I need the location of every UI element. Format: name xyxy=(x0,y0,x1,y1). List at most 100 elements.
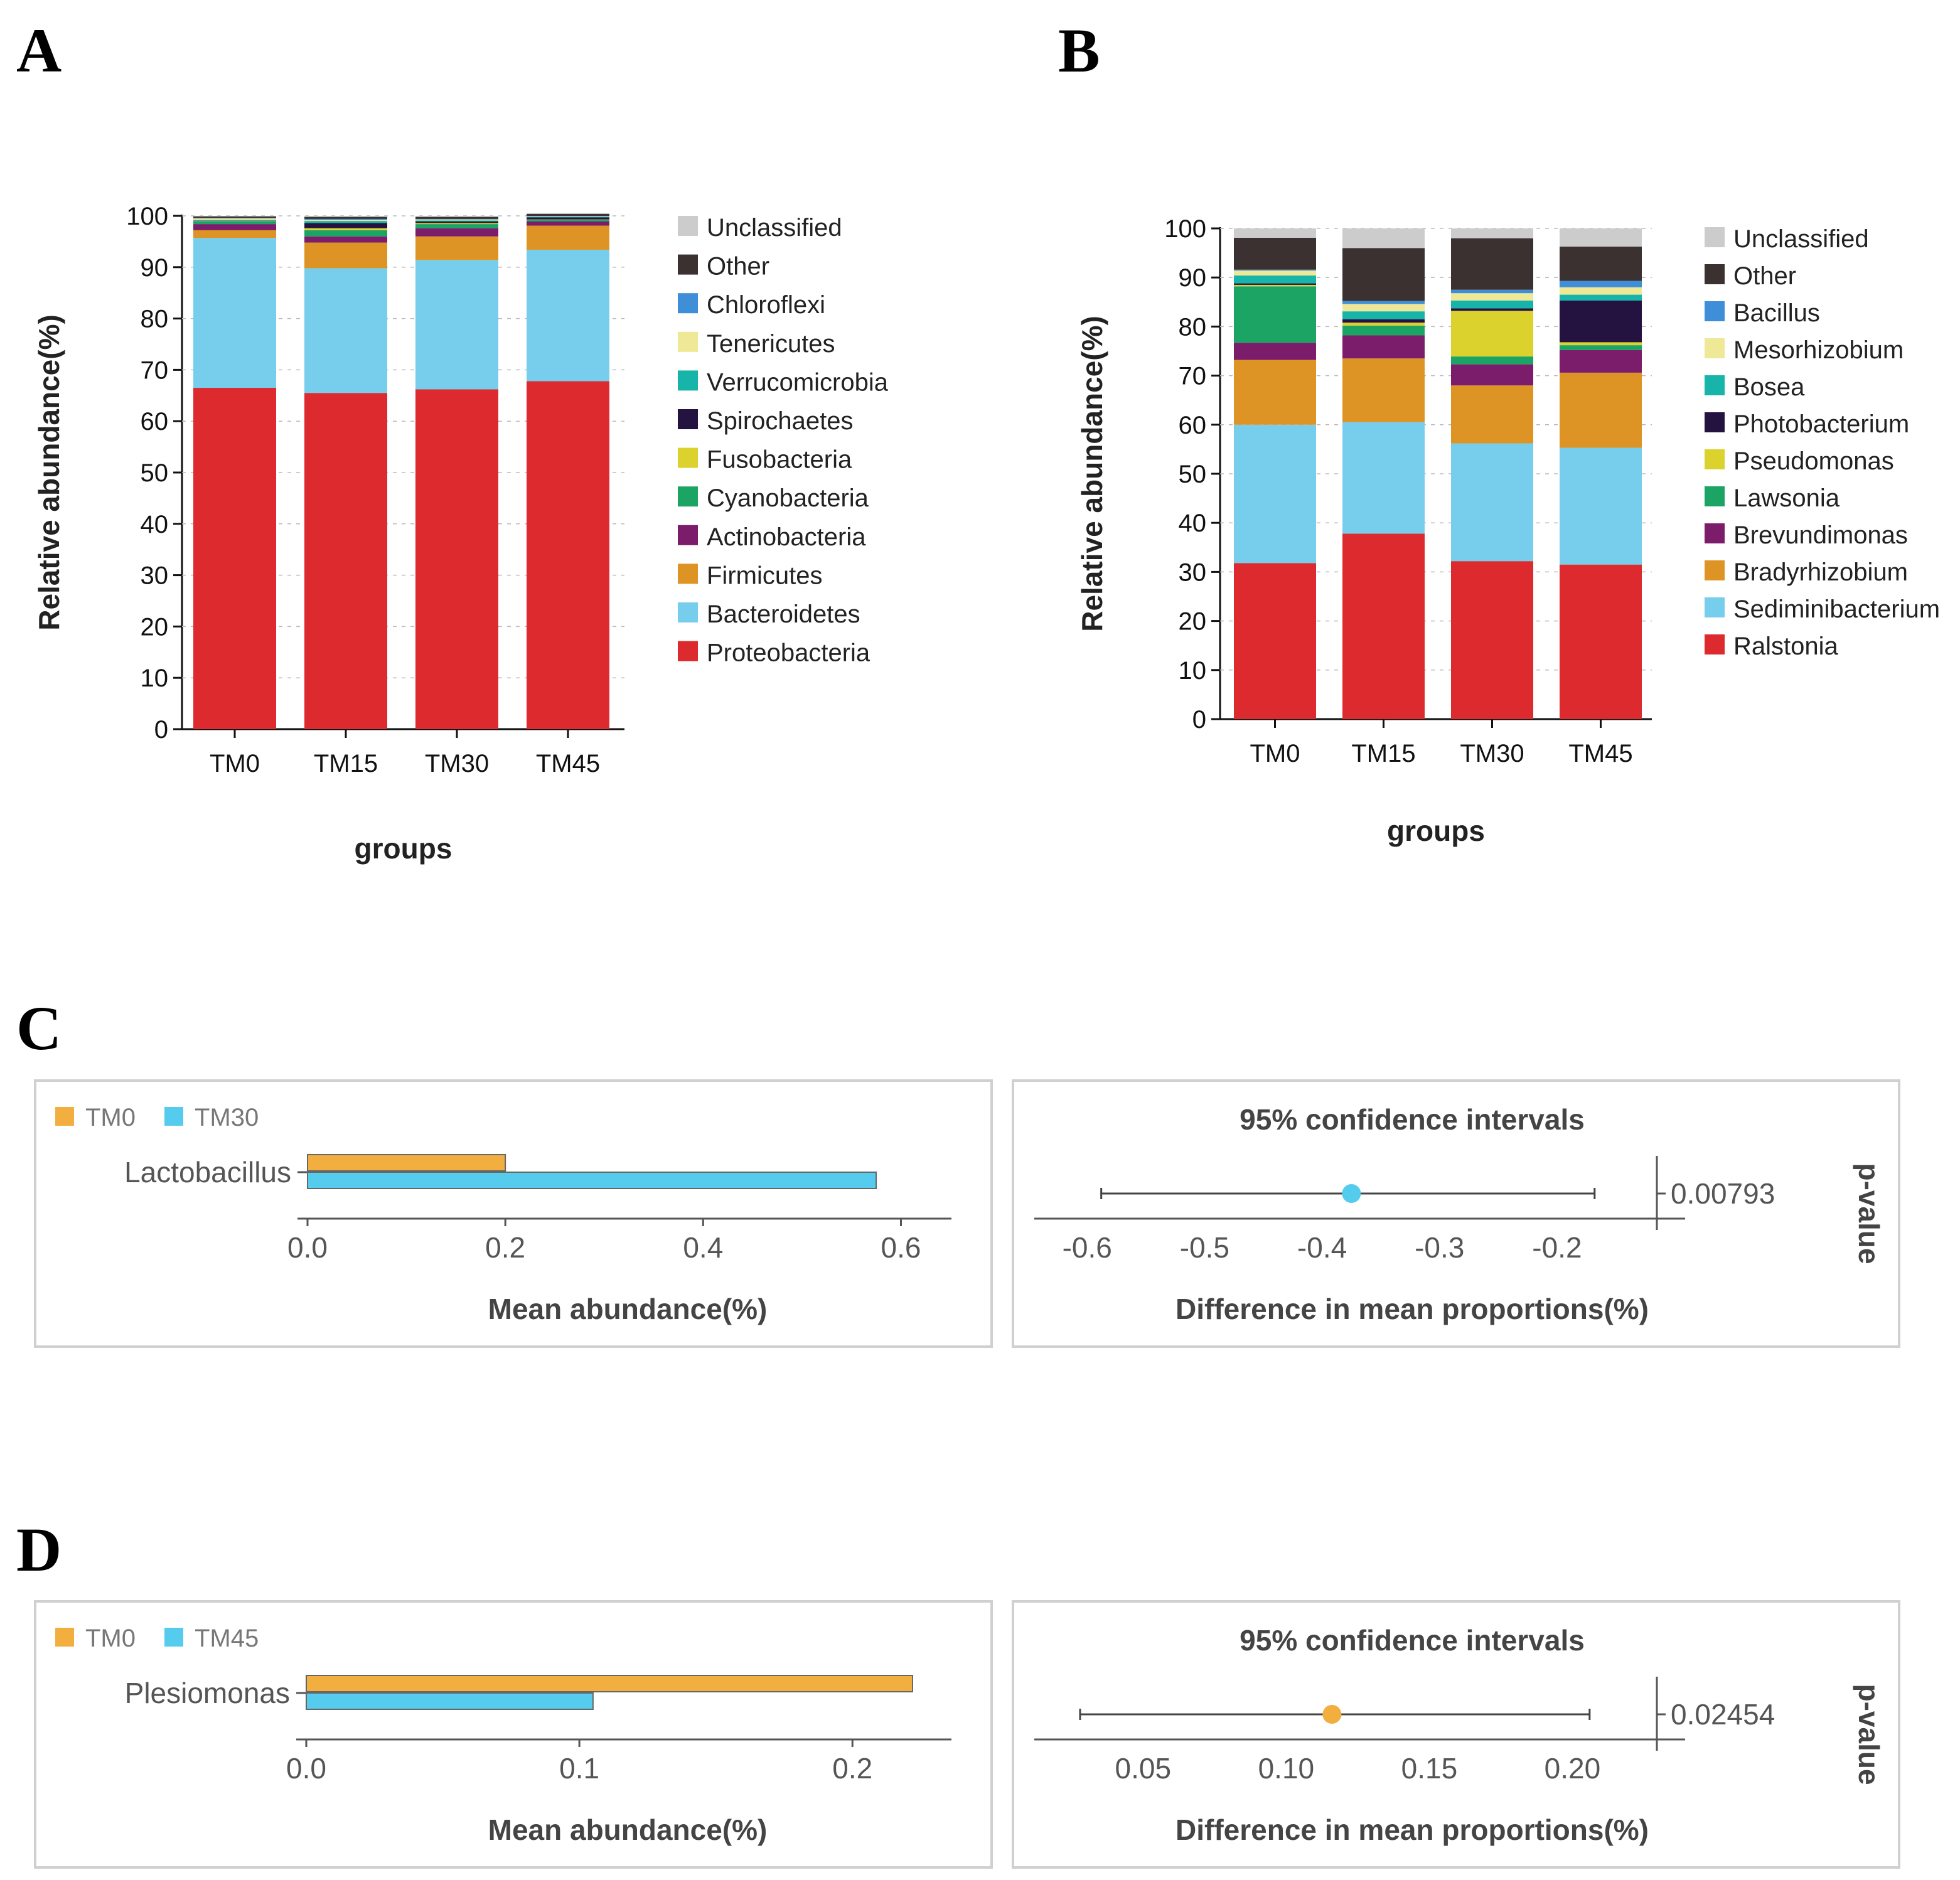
bar-segment-verrucomicrobia xyxy=(193,220,276,222)
y-tick-label: 90 xyxy=(1179,264,1207,292)
ci-x-tick-label: -0.5 xyxy=(1180,1231,1229,1264)
y-tick-label: 40 xyxy=(141,511,169,538)
bar-segment-spirochaetes xyxy=(415,221,498,223)
bar-segment-bradyrhizobium xyxy=(1451,385,1533,444)
x-tick-label: 0.2 xyxy=(485,1231,525,1264)
bar-segment-mesorhizobium xyxy=(1234,270,1316,276)
legend-swatch-bosea xyxy=(1705,375,1725,395)
legend-swatch-bradyrhizobium xyxy=(1705,560,1725,580)
right-panel-frame xyxy=(1012,1079,1900,1348)
bar-segment-proteobacteria xyxy=(193,388,276,729)
bar-segment-brevundimonas xyxy=(1451,364,1533,386)
y-tick-label: 20 xyxy=(141,613,169,641)
legend-label-firmicutes: Firmicutes xyxy=(707,562,822,589)
panel-letter-a: A xyxy=(16,16,62,85)
bar-segment-sediminibacterium xyxy=(1342,422,1425,534)
y-tick-label: 0 xyxy=(154,716,168,744)
bar-segment-chloroflexi xyxy=(304,218,387,220)
legend-swatch-sediminibacterium xyxy=(1705,597,1725,617)
bar-segment-unclassified xyxy=(1234,228,1316,238)
bar-segment-cyanobacteria xyxy=(415,224,498,228)
legend-swatch-mesorhizobium xyxy=(1705,338,1725,358)
ci-x-tick-label: 0.15 xyxy=(1401,1752,1458,1785)
ci-title: 95% confidence intervals xyxy=(1240,1103,1585,1136)
y-axis-title: Relative abundance(%) xyxy=(1076,316,1108,632)
abundance-comparison-c: TM0 TM30 Lactobacillus 0.0 0.2 0.4 0.6 Mean abu… xyxy=(34,1079,1900,1348)
y-tick-label: 20 xyxy=(1179,608,1207,636)
bar-segment-bradyrhizobium xyxy=(1234,360,1316,425)
legend-label-photobacterium: Photobacterium xyxy=(1733,410,1909,438)
x-tick-label: 0.1 xyxy=(559,1752,599,1785)
ci-x-tick-label: 0.05 xyxy=(1115,1752,1172,1785)
legend-swatch-tenericutes xyxy=(678,331,698,352)
bar-segment-firmicutes xyxy=(527,225,609,250)
bar-segment-ralstonia xyxy=(1560,564,1642,719)
bar-segment-unclassified xyxy=(1342,228,1425,248)
y-tick-label: 70 xyxy=(1179,363,1207,390)
bar-segment-other xyxy=(1560,246,1642,281)
legend-swatch-bacillus xyxy=(1705,301,1725,321)
y-tick-label: 30 xyxy=(1179,558,1207,586)
bar-segment-bacillus xyxy=(1451,289,1533,294)
abundance-comparison-d: TM0 TM45 Plesiomonas 0.0 0.1 0.2 Mean abundanc… xyxy=(34,1600,1900,1869)
x-tick-label: 0.0 xyxy=(286,1752,326,1785)
x-tick-label: TM15 xyxy=(314,750,378,777)
y-axis-title: Relative abundance(%) xyxy=(33,314,65,631)
legend-label-actinobacteria: Actinobacteria xyxy=(707,523,866,551)
feature-label: Lactobacillus xyxy=(124,1156,291,1188)
bar-segment-lawsonia xyxy=(1342,325,1425,336)
y-tick-label: 70 xyxy=(141,356,169,384)
y-tick-label: 10 xyxy=(1179,657,1207,685)
legend-label-tm0: TM0 xyxy=(85,1104,136,1131)
panel-letter-d: D xyxy=(16,1515,62,1584)
y-tick-label: 30 xyxy=(141,562,169,590)
bar-segment-actinobacteria xyxy=(304,236,387,243)
bar-segment-bacteroidetes xyxy=(527,249,609,382)
bar-segment-other xyxy=(1451,238,1533,290)
x-tick-label: TM45 xyxy=(1568,740,1632,767)
y-tick-label: 10 xyxy=(141,665,169,692)
bar-segment-proteobacteria xyxy=(415,389,498,729)
legend-swatch-bacteroidetes xyxy=(678,602,698,622)
stacked-bar-chart-b: 0 10 20 30 40 50 60 70 80 90 100 TM0 TM15 TM30 TM45 Rel… xyxy=(1076,215,1940,847)
legend-label-sediminibacterium: Sediminibacterium xyxy=(1733,596,1940,623)
bar-segment-tenericutes xyxy=(193,218,276,220)
bar-segment-verrucomicrobia xyxy=(304,221,387,223)
legend-swatch-other xyxy=(678,254,698,275)
y-tick-label: 100 xyxy=(126,203,168,230)
x-axis-title: groups xyxy=(1387,814,1485,847)
bar-segment-bosea xyxy=(1451,300,1533,309)
x-tick-label: TM15 xyxy=(1351,740,1415,767)
bar-segment-tenericutes xyxy=(304,220,387,222)
legend-label-cyanobacteria: Cyanobacteria xyxy=(707,484,869,512)
legend-swatch-unclassified xyxy=(1705,227,1725,247)
bar-segment-spirochaetes xyxy=(304,223,387,228)
legend-label-tm0: TM0 xyxy=(85,1625,136,1652)
legend-swatch-brevundimonas xyxy=(1705,523,1725,543)
bar-segment-brevundimonas xyxy=(1342,335,1425,359)
ci-x-tick-label: -0.6 xyxy=(1063,1231,1112,1264)
bar-segment-bacillus xyxy=(1234,269,1316,271)
bar-segment-sediminibacterium xyxy=(1234,424,1316,563)
x-tick-label: 0.4 xyxy=(683,1231,723,1264)
panel-letter-b: B xyxy=(1058,16,1100,85)
bar-segment-ralstonia xyxy=(1342,533,1425,719)
bar-segment-verrucomicrobia xyxy=(415,220,498,222)
bar-segment-bacillus xyxy=(1560,280,1642,287)
y-tick-label: 100 xyxy=(1164,215,1206,243)
ci-x-tick-label: -0.2 xyxy=(1532,1231,1582,1264)
legend-swatch-ralstonia xyxy=(1705,634,1725,654)
bar-segment-other xyxy=(1234,237,1316,270)
y-tick-label: 50 xyxy=(1179,461,1207,488)
x-axis-title: Mean abundance(%) xyxy=(488,1813,768,1846)
bar-segment-brevundimonas xyxy=(1234,343,1316,360)
bar-segment-bradyrhizobium xyxy=(1342,358,1425,422)
legend-swatch-spirochaetes xyxy=(678,409,698,429)
bar-segment-bacteroidetes xyxy=(304,268,387,393)
legend-swatch-actinobacteria xyxy=(678,525,698,545)
bar-segment-lawsonia xyxy=(1451,356,1533,365)
legend-swatch-verrucomicrobia xyxy=(678,370,698,391)
bar-segment-photobacterium xyxy=(1560,300,1642,343)
x-axis-title: Mean abundance(%) xyxy=(488,1293,768,1325)
